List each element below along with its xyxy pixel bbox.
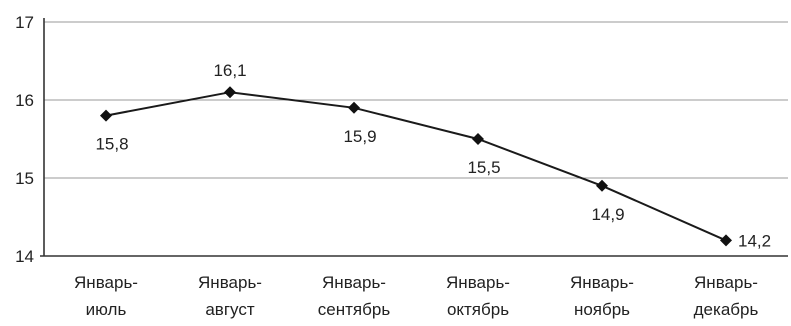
data-point	[348, 101, 360, 114]
series	[100, 86, 732, 247]
y-axis-tick-labels: 14 15 16 17	[15, 13, 34, 266]
data-label: 15,8	[95, 135, 128, 154]
gridlines	[44, 21, 788, 179]
x-category-label-line: декабрь	[694, 300, 759, 319]
data-point	[472, 133, 484, 145]
x-category-label: Январь-август	[198, 273, 262, 319]
x-category-label-line: ноябрь	[574, 300, 630, 319]
data-label: 16,1	[213, 61, 246, 80]
data-point	[596, 179, 608, 192]
data-labels: 15,8 16,1 15,9 15,5 14,9 14,2	[95, 61, 771, 250]
x-category-label-line: июль	[86, 300, 127, 319]
x-category-label-line: октябрь	[447, 300, 509, 319]
x-axis-category-labels: Январь-июльЯнварь-августЯнварь-сентябрьЯ…	[74, 273, 758, 319]
x-category-label-line: Январь-	[198, 273, 262, 292]
y-tick-label: 16	[15, 91, 34, 110]
series-line	[105, 91, 727, 242]
y-tick-label: 14	[15, 247, 34, 266]
data-label: 15,5	[467, 158, 500, 177]
data-point	[100, 109, 112, 122]
x-category-label: Январь-декабрь	[694, 273, 759, 319]
x-category-label-line: Январь-	[322, 273, 386, 292]
x-category-label-line: Январь-	[570, 273, 634, 292]
x-category-label-line: сентябрь	[318, 300, 391, 319]
data-label: 15,9	[343, 127, 376, 146]
y-tick-label: 17	[15, 13, 34, 32]
data-point	[224, 86, 236, 99]
x-category-label: Январь-сентябрь	[318, 273, 391, 319]
axes	[40, 18, 788, 257]
x-category-label: Январь-октябрь	[446, 273, 510, 319]
x-category-label: Январь-ноябрь	[570, 273, 634, 319]
x-category-label-line: август	[205, 300, 254, 319]
x-category-label-line: Январь-	[694, 273, 758, 292]
data-label: 14,9	[591, 205, 624, 224]
data-label: 14,2	[738, 231, 771, 250]
x-category-label-line: Январь-	[74, 273, 138, 292]
y-tick-label: 15	[15, 169, 34, 188]
x-category-label-line: Январь-	[446, 273, 510, 292]
data-point	[720, 234, 732, 247]
x-category-label: Январь-июль	[74, 273, 138, 319]
